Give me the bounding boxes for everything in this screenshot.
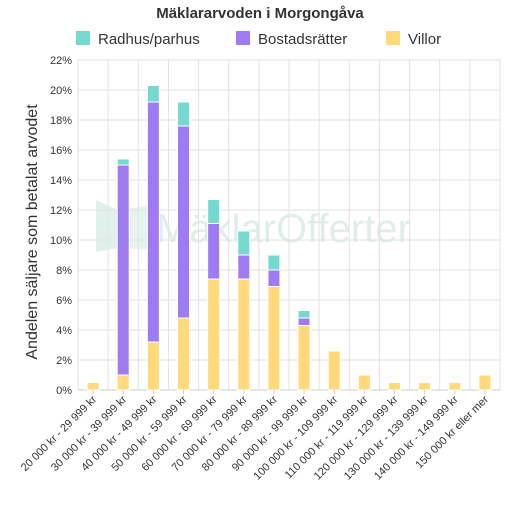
watermark-logo-left xyxy=(96,200,118,252)
bar-segment-radhus-parhus xyxy=(297,310,311,319)
bar-segment-bostadsrätter xyxy=(267,269,281,287)
bar-segment-villor xyxy=(388,382,401,391)
bar-segment-radhus-parhus xyxy=(207,199,221,224)
bar-segment-bostadsrätter xyxy=(146,101,160,343)
bar-segment-villor xyxy=(448,382,462,391)
legend-label: Villor xyxy=(408,31,441,48)
bar-segment-villor xyxy=(357,374,371,391)
y-tick-label: 12% xyxy=(50,205,72,217)
bar-segment-radhus-parhus xyxy=(237,230,251,256)
legend-swatch xyxy=(236,31,250,45)
y-tick-label: 14% xyxy=(50,175,72,187)
bar-segment-villor xyxy=(177,317,190,391)
bar-segment-radhus-parhus xyxy=(267,254,281,271)
bar-segment-radhus-parhus xyxy=(177,101,190,127)
y-tick-label: 20% xyxy=(50,85,72,97)
y-tick-label: 0% xyxy=(56,385,72,397)
bar-segment-villor xyxy=(327,350,341,391)
y-axis-label: Andelen säljare som betalat arvodet xyxy=(24,104,41,360)
y-tick-label: 6% xyxy=(56,295,72,307)
bars xyxy=(86,85,492,391)
y-tick-label: 22% xyxy=(50,55,72,67)
bar-segment-bostadsrätter xyxy=(297,317,311,326)
legend-swatch xyxy=(76,31,90,45)
bar-segment-villor xyxy=(237,278,251,391)
y-tick-label: 16% xyxy=(50,145,72,157)
watermark-text: MäklarOfferter xyxy=(156,207,411,251)
bar-segment-villor xyxy=(297,325,311,391)
y-axis-ticks: 0% 2% 4% 6% 8% 10% 12% 14% 16% 18% 20% 22% xyxy=(50,55,72,397)
bar-segment-bostadsrätter xyxy=(177,125,190,319)
bar-segment-radhus-parhus xyxy=(116,158,130,166)
bar-segment-villor xyxy=(207,278,221,391)
legend: Radhus/parhus Bostadsrätter Villor xyxy=(76,31,441,48)
bar-segment-villor xyxy=(478,374,492,391)
watermark: MäklarOfferter xyxy=(96,200,411,252)
bar-segment-bostadsrätter xyxy=(116,164,130,376)
legend-swatch xyxy=(386,31,400,45)
y-tick-label: 4% xyxy=(56,325,72,337)
legend-label: Radhus/parhus xyxy=(98,31,200,48)
bar-segment-villor xyxy=(116,374,130,391)
y-tick-label: 10% xyxy=(50,235,72,247)
legend-label: Bostadsrätter xyxy=(258,31,347,48)
bar-segment-villor xyxy=(418,382,432,391)
y-tick-label: 8% xyxy=(56,265,72,277)
bar-segment-bostadsrätter xyxy=(207,223,221,280)
bar-segment-radhus-parhus xyxy=(146,85,160,103)
bar-segment-villor xyxy=(267,286,281,391)
bar-segment-bostadsrätter xyxy=(237,254,251,280)
y-tick-label: 18% xyxy=(50,115,72,127)
chart-title: Mäklararvoden i Morgongåva xyxy=(156,5,364,22)
bar-segment-villor xyxy=(86,382,100,391)
y-tick-label: 2% xyxy=(56,355,72,367)
bar-segment-villor xyxy=(146,341,160,391)
